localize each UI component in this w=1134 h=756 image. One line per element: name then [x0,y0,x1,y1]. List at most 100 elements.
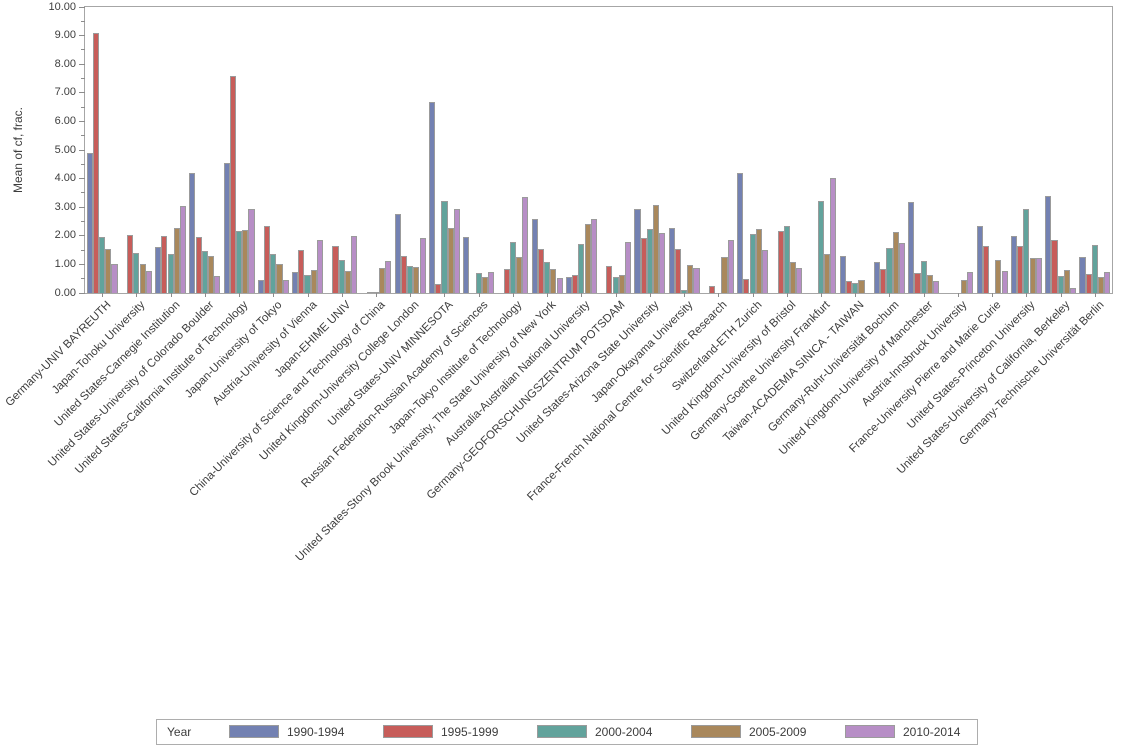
legend-swatch-2010-2014 [845,725,895,738]
bar-1990-1994 [223,163,230,293]
y-tick-label: 4.00 [54,172,76,185]
x-tick [547,293,549,297]
bar-2010-2014 [419,238,426,293]
bar-1990-1994 [634,209,641,293]
bar-2000-2004 [236,231,243,293]
bar-1990-1994 [874,262,881,293]
bar-2005-2009 [447,228,454,293]
x-tick [649,293,651,297]
bar-2010-2014 [556,278,563,293]
y-axis-title: Mean of cf, frac. [11,106,25,194]
y-tick [79,292,85,294]
bar-1995-1999 [195,237,202,293]
bar-1990-1994 [531,219,538,293]
bar-2005-2009 [1029,258,1036,293]
bar-2000-2004 [681,290,688,293]
x-tick [1060,293,1062,297]
x-tick [239,293,241,297]
bar-2005-2009 [481,277,488,293]
bar-1995-1999 [161,236,168,293]
x-tick [410,293,412,297]
bar-2000-2004 [338,260,345,293]
y-tick-label: 6.00 [54,114,76,127]
bar-2000-2004 [372,292,380,293]
x-tick [992,293,994,297]
y-minor-tick [81,249,85,251]
y-tick-label: 7.00 [54,86,76,99]
x-category-label: France-University Pierre and Marie Curie [847,299,1004,456]
bar-2010-2014 [214,276,221,293]
bar-1990-1994 [463,237,470,293]
bar-2000-2004 [852,283,859,293]
x-tick [273,293,275,297]
bar-2005-2009 [1098,277,1105,293]
bar-1995-1999 [400,256,408,293]
x-tick [1094,293,1096,297]
bar-2000-2004 [1057,276,1064,293]
bar-2005-2009 [687,265,694,293]
bar-1995-1999 [503,269,510,293]
y-tick [79,235,85,237]
bar-2005-2009 [995,260,1002,293]
bar-1995-1999 [640,238,647,293]
bar-2010-2014 [967,272,974,293]
bar-1990-1994 [1045,196,1052,293]
x-tick [581,293,583,297]
plot-area [85,7,1112,293]
y-minor-tick [81,221,85,222]
y-minor-tick [81,78,85,79]
bar-2010-2014 [1104,272,1111,293]
bar-1990-1994 [394,214,401,293]
bar-1990-1994 [189,173,196,293]
x-tick [444,293,446,297]
bar-1995-1999 [435,284,442,293]
bar-1990-1994 [155,247,162,293]
y-tick [79,178,85,180]
bar-2000-2004 [646,229,653,293]
y-minor-tick [81,278,85,280]
bar-2000-2004 [509,242,516,293]
bar-1990-1994 [86,153,93,293]
bar-1990-1994 [1079,257,1086,293]
bar-2005-2009 [1063,270,1070,293]
bar-2005-2009 [276,264,283,293]
x-tick [512,293,514,297]
y-minor-tick [81,20,85,22]
bar-1995-1999 [1085,274,1092,293]
y-tick-label: 9.00 [54,29,76,42]
x-tick [821,293,823,297]
bar-1995-1999 [1017,246,1024,293]
bar-2000-2004 [1091,245,1098,293]
bar-2010-2014 [111,264,118,293]
y-tick [79,206,85,208]
bar-2005-2009 [379,268,386,293]
bar-1995-1999 [264,226,271,293]
bar-1995-1999 [982,246,990,293]
x-tick [786,293,788,297]
bar-2005-2009 [618,275,625,293]
bar-1995-1999 [127,235,134,293]
bar-2005-2009 [755,229,762,293]
bar-2000-2004 [270,254,277,293]
bar-2005-2009 [858,280,865,293]
bar-2005-2009 [242,230,249,293]
bar-2000-2004 [475,273,482,293]
bar-2000-2004 [578,244,585,293]
bar-2005-2009 [892,232,899,293]
x-tick [889,293,891,297]
bar-1995-1999 [92,33,99,293]
x-category-label: Germany-Technische Universität Berlin [957,299,1107,449]
bar-1995-1999 [1051,240,1058,293]
x-tick [855,293,857,297]
legend-swatch-1990-1994 [229,725,279,738]
legend-title: Year [167,725,192,739]
bar-1990-1994 [1010,236,1018,293]
bar-2010-2014 [761,250,769,293]
bar-1990-1994 [908,202,915,293]
bar-1995-1999 [674,249,681,293]
bar-2000-2004 [99,237,106,293]
y-minor-tick [81,135,85,137]
y-tick-label: 1.00 [54,257,76,270]
bar-2005-2009 [550,269,557,293]
bar-2000-2004 [304,275,311,293]
